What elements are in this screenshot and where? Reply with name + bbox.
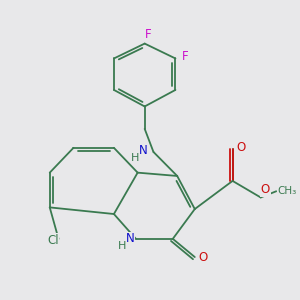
Text: CH₃: CH₃ bbox=[278, 186, 297, 196]
Text: F: F bbox=[182, 50, 188, 63]
Text: Cl: Cl bbox=[47, 234, 59, 247]
Text: N: N bbox=[139, 144, 148, 157]
Text: O: O bbox=[237, 141, 246, 154]
Text: H: H bbox=[131, 152, 140, 163]
Text: N: N bbox=[126, 232, 135, 245]
Text: O: O bbox=[199, 250, 208, 263]
Text: O: O bbox=[261, 183, 270, 196]
Text: H: H bbox=[118, 241, 126, 251]
Text: F: F bbox=[145, 28, 152, 41]
